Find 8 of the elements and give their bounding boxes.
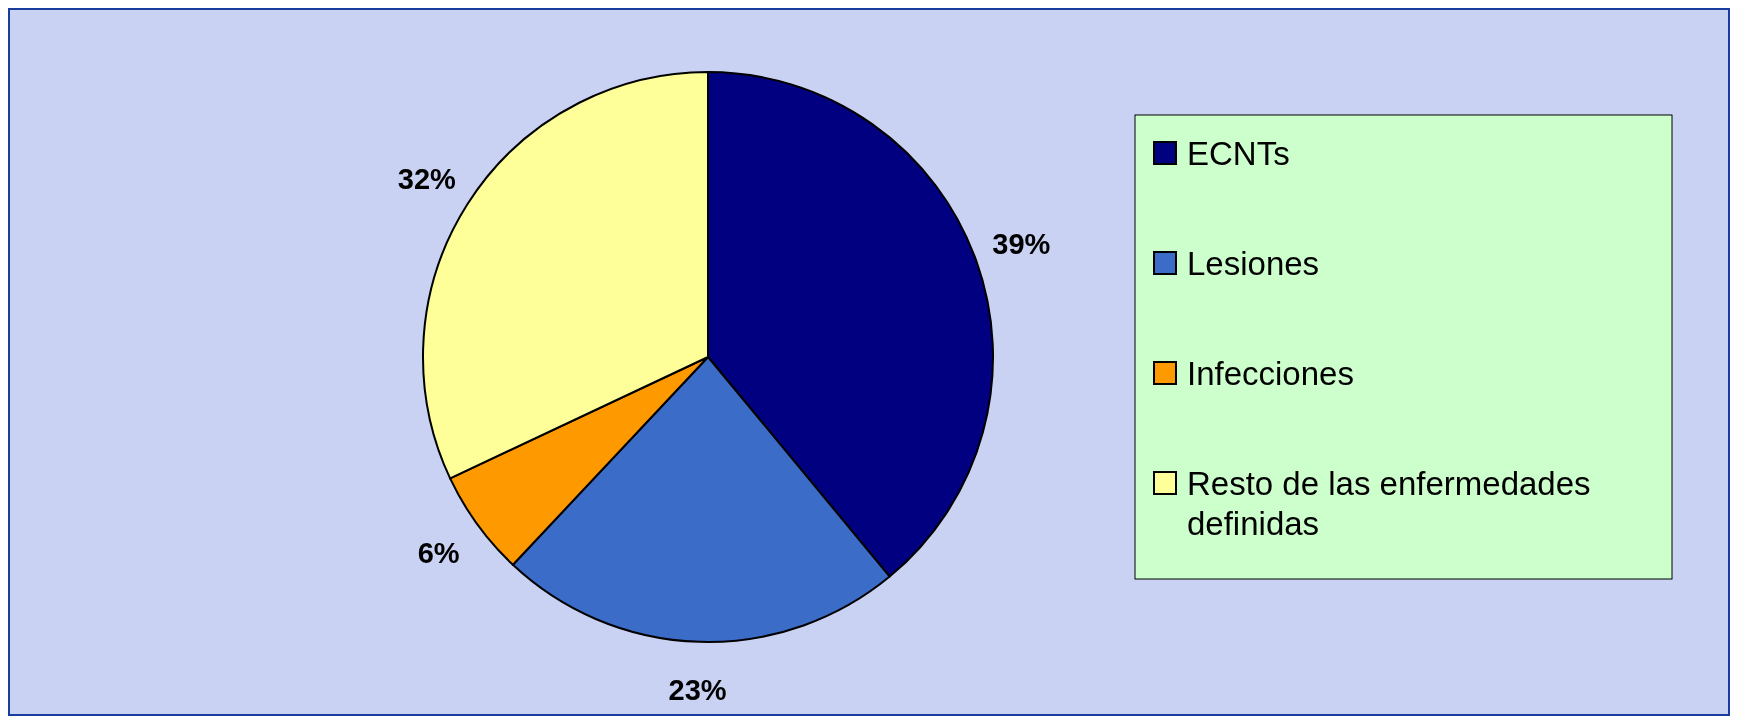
data-label: 23% xyxy=(668,673,727,706)
data-label: 32% xyxy=(397,162,457,195)
data-label: 6% xyxy=(417,536,460,569)
legend-label: Lesiones xyxy=(1187,244,1320,282)
legend-label: Resto de las enfermedades definidas xyxy=(1187,464,1591,542)
legend-label: Infecciones xyxy=(1187,354,1354,392)
legend-label: ECNTs xyxy=(1187,134,1290,172)
data-label: 39% xyxy=(992,228,1051,261)
